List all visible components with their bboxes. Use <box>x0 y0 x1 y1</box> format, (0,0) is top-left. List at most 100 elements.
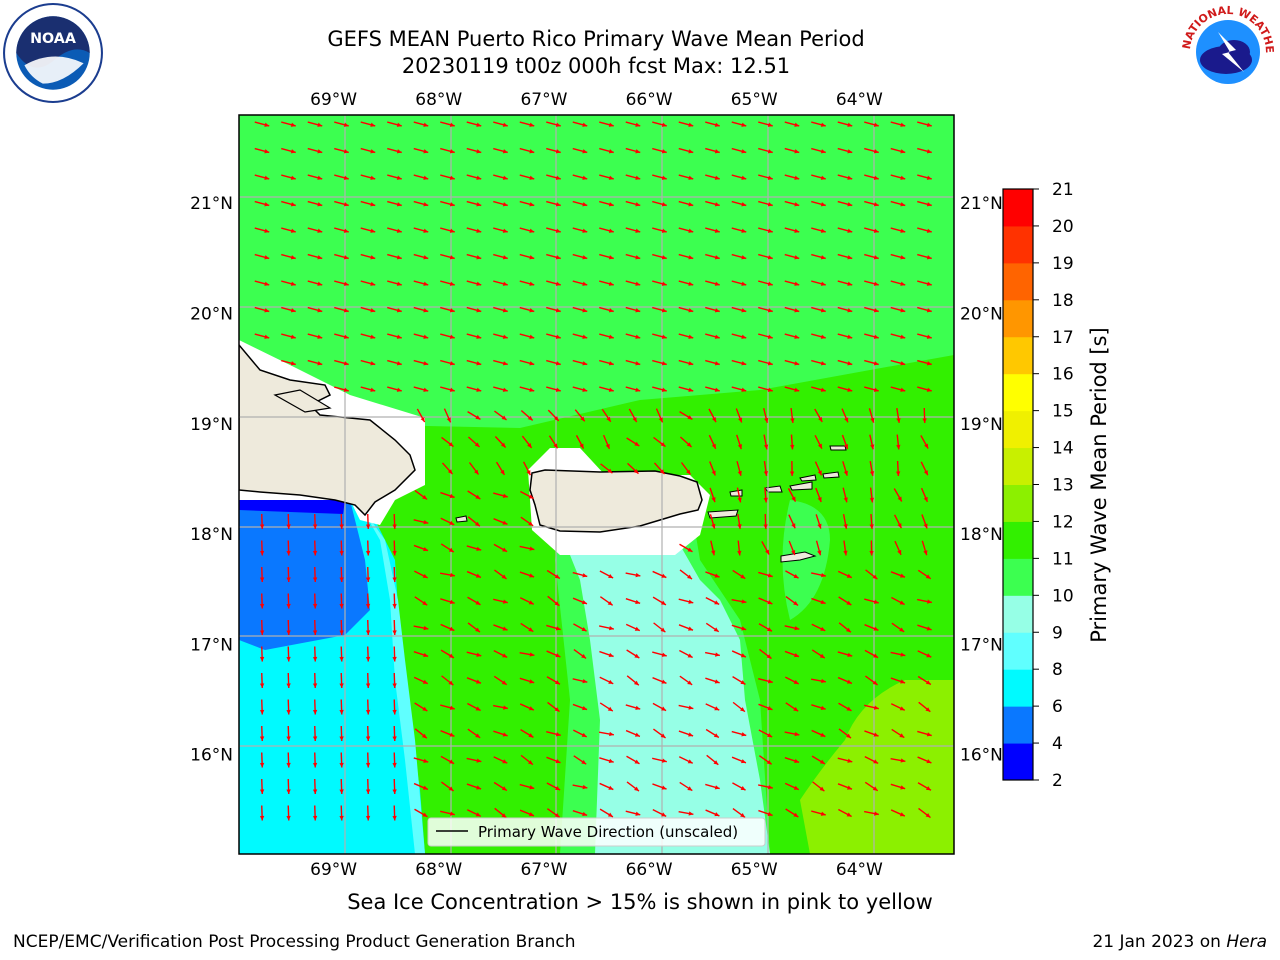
wave-arrow-head <box>741 202 747 207</box>
wave-arrow-head <box>502 122 508 127</box>
wave-arrow-head <box>365 603 371 609</box>
x-tick-label-bottom: 64°W <box>836 860 883 880</box>
wave-arrow-head <box>502 520 508 525</box>
wave-arrow-head <box>555 653 561 658</box>
wave-arrow-head <box>923 496 928 502</box>
colorbar-tick-label: 9 <box>1052 623 1063 643</box>
x-tick-label-top: 68°W <box>415 90 462 110</box>
wave-arrow-head <box>740 574 746 579</box>
wave-arrow-head <box>740 680 746 685</box>
wave-arrow-head <box>529 228 535 233</box>
wave-arrow-head <box>767 149 773 154</box>
wave-arrow-head <box>396 387 402 392</box>
wave-arrow-head <box>343 361 349 366</box>
wave-arrow-head <box>926 786 931 791</box>
wave-arrow-head <box>926 122 932 127</box>
wave-arrow-head <box>711 417 717 423</box>
wave-arrow-head <box>820 281 826 286</box>
colorbar-swatch <box>1003 447 1033 485</box>
wave-arrow-head <box>396 334 402 339</box>
y-tick-label-right: 17°N <box>960 635 1003 655</box>
colorbar-tick-label: 2 <box>1052 771 1063 791</box>
wave-arrow-head <box>767 228 773 233</box>
wave-arrow-head <box>820 308 826 313</box>
wave-arrow-head <box>843 524 848 529</box>
wave-arrow-head <box>286 789 291 794</box>
wave-arrow-head <box>581 759 587 765</box>
wave-arrow-head <box>847 202 853 207</box>
wave-arrow-head <box>900 334 906 339</box>
wave-arrow-head <box>476 546 482 551</box>
wave-arrow-head <box>450 572 455 578</box>
wave-arrow-head <box>339 550 344 556</box>
wave-arrow-head <box>634 441 640 446</box>
wave-arrow-head <box>286 656 291 662</box>
colorbar-tick-label: 13 <box>1052 476 1074 496</box>
wave-arrow-head <box>820 334 826 339</box>
colorbar-tick-label: 18 <box>1052 291 1074 311</box>
wave-arrow-head <box>819 759 825 764</box>
wave-arrow-head <box>423 361 429 366</box>
wave-arrow-head <box>900 175 906 180</box>
wave-arrow-head <box>869 524 874 529</box>
wave-arrow-head <box>741 149 747 154</box>
wave-arrow-head <box>422 785 428 790</box>
wave-arrow-head <box>290 255 296 260</box>
wave-arrow-head <box>608 387 614 392</box>
wave-arrow-head <box>608 785 614 790</box>
wave-arrow-head <box>873 149 879 154</box>
wave-arrow-head <box>793 679 799 684</box>
wave-arrow-head <box>767 361 773 366</box>
wave-arrow-head <box>741 361 747 366</box>
wave-arrow-head <box>687 786 693 791</box>
wave-arrow-head <box>259 789 265 794</box>
wave-arrow-head <box>259 762 265 768</box>
wave-arrow-head <box>847 122 853 127</box>
wave-arrow-head <box>926 334 932 339</box>
wave-arrow-head <box>392 683 397 688</box>
wave-arrow-head <box>661 308 667 313</box>
wave-arrow-head <box>737 444 742 450</box>
wave-arrow-head <box>635 599 641 604</box>
wave-arrow-head <box>794 122 800 127</box>
wave-arrow-head <box>900 228 906 233</box>
colorbar-swatch <box>1003 336 1033 375</box>
colorbar-tick-label: 8 <box>1052 660 1063 680</box>
wave-arrow-head <box>264 255 270 260</box>
wave-arrow-head <box>423 520 429 525</box>
wave-arrow-head <box>634 759 640 764</box>
x-tick-label-top: 66°W <box>626 90 673 110</box>
wave-arrow-head <box>634 732 640 737</box>
wave-arrow-head <box>555 626 561 631</box>
wave-arrow-head <box>635 122 641 127</box>
wave-arrow-head <box>900 255 906 260</box>
colorbar-tick-label: 15 <box>1052 402 1074 422</box>
wave-arrow-head <box>767 202 773 207</box>
wave-arrow-head <box>740 786 746 791</box>
wave-arrow-head <box>873 175 879 180</box>
colorbar-swatch <box>1003 189 1033 227</box>
wave-arrow-head <box>449 705 455 710</box>
wave-arrow-head <box>873 308 879 313</box>
wave-arrow-head <box>528 760 533 765</box>
wave-arrow-head <box>741 387 747 392</box>
wave-arrow-head <box>608 758 614 763</box>
x-tick-label-top: 64°W <box>836 90 883 110</box>
wave-arrow-head <box>741 626 747 631</box>
wave-arrow-head <box>847 149 853 154</box>
wave-arrow-head <box>527 443 532 448</box>
wave-arrow-head <box>661 679 667 684</box>
wave-arrow-head <box>448 653 454 658</box>
wave-arrow-head <box>714 175 720 180</box>
wave-arrow-head <box>339 630 344 635</box>
wave-arrow-head <box>317 361 323 366</box>
wave-arrow-head <box>608 308 614 313</box>
colorbar-swatch <box>1003 262 1033 301</box>
wave-arrow-head <box>290 149 296 154</box>
y-tick-label-right: 21°N <box>960 194 1003 214</box>
wave-arrow-head <box>925 813 931 818</box>
wave-arrow-head <box>339 815 344 821</box>
wave-arrow-head <box>820 732 826 737</box>
wave-arrow-head <box>794 758 800 763</box>
wave-arrow-head <box>661 281 667 286</box>
